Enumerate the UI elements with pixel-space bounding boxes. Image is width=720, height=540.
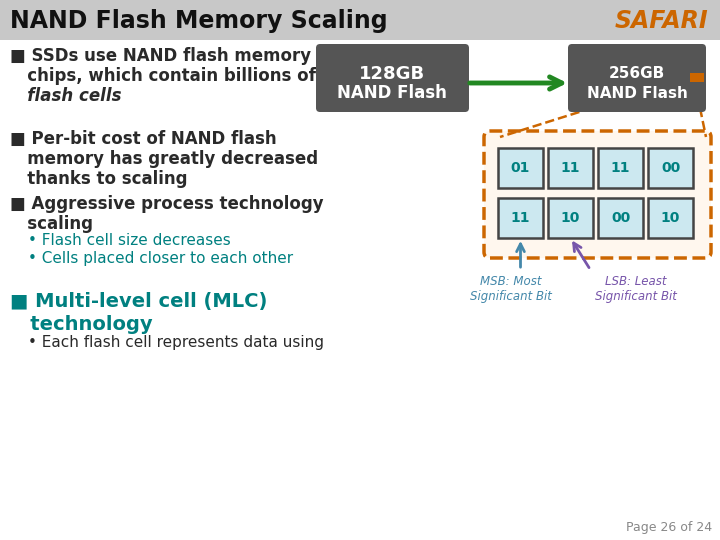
- Text: thanks to scaling: thanks to scaling: [10, 170, 187, 188]
- Text: flash cells: flash cells: [10, 87, 122, 105]
- Text: 10: 10: [561, 211, 580, 225]
- Text: NAND Flash: NAND Flash: [337, 84, 447, 102]
- Text: LSB: Least
Significant Bit: LSB: Least Significant Bit: [595, 275, 676, 303]
- Text: NAND Flash: NAND Flash: [587, 85, 688, 100]
- Bar: [598, 198, 643, 238]
- Text: 11: 11: [611, 161, 630, 175]
- Text: ■ Multi-level cell (MLC): ■ Multi-level cell (MLC): [10, 292, 267, 311]
- Bar: [690, 73, 704, 82]
- Bar: [648, 198, 693, 238]
- Text: • Flash cell size decreases: • Flash cell size decreases: [28, 233, 230, 248]
- Text: scaling: scaling: [10, 215, 93, 233]
- Text: memory has greatly decreased: memory has greatly decreased: [10, 150, 318, 168]
- Text: NAND Flash Memory Scaling: NAND Flash Memory Scaling: [10, 9, 387, 33]
- Text: • Each flash cell represents data using: • Each flash cell represents data using: [28, 335, 324, 350]
- Text: 00: 00: [661, 161, 680, 175]
- Text: ■ Per-bit cost of NAND flash: ■ Per-bit cost of NAND flash: [10, 130, 276, 148]
- Text: 256GB: 256GB: [609, 66, 665, 82]
- Bar: [498, 198, 543, 238]
- Bar: [498, 148, 543, 188]
- Text: MSB: Most
Significant Bit: MSB: Most Significant Bit: [469, 275, 552, 303]
- Bar: [648, 148, 693, 188]
- Text: SAFARI: SAFARI: [614, 9, 708, 33]
- Text: • Cells placed closer to each other: • Cells placed closer to each other: [28, 251, 293, 266]
- Text: 11: 11: [510, 211, 530, 225]
- Bar: [548, 198, 593, 238]
- Text: 11: 11: [561, 161, 580, 175]
- FancyBboxPatch shape: [484, 131, 711, 258]
- Text: Page 26 of 24: Page 26 of 24: [626, 521, 712, 534]
- Bar: [548, 148, 593, 188]
- Bar: [598, 148, 643, 188]
- Text: 00: 00: [611, 211, 630, 225]
- Text: chips, which contain billions of: chips, which contain billions of: [10, 67, 316, 85]
- FancyBboxPatch shape: [568, 44, 706, 112]
- Text: ■ SSDs use NAND flash memory: ■ SSDs use NAND flash memory: [10, 47, 311, 65]
- Bar: [0, 0, 720, 40]
- Text: 128GB: 128GB: [359, 65, 425, 83]
- FancyBboxPatch shape: [316, 44, 469, 112]
- Text: ■ Aggressive process technology: ■ Aggressive process technology: [10, 195, 323, 213]
- Text: 10: 10: [661, 211, 680, 225]
- Text: 01: 01: [510, 161, 530, 175]
- Text: technology: technology: [10, 315, 153, 334]
